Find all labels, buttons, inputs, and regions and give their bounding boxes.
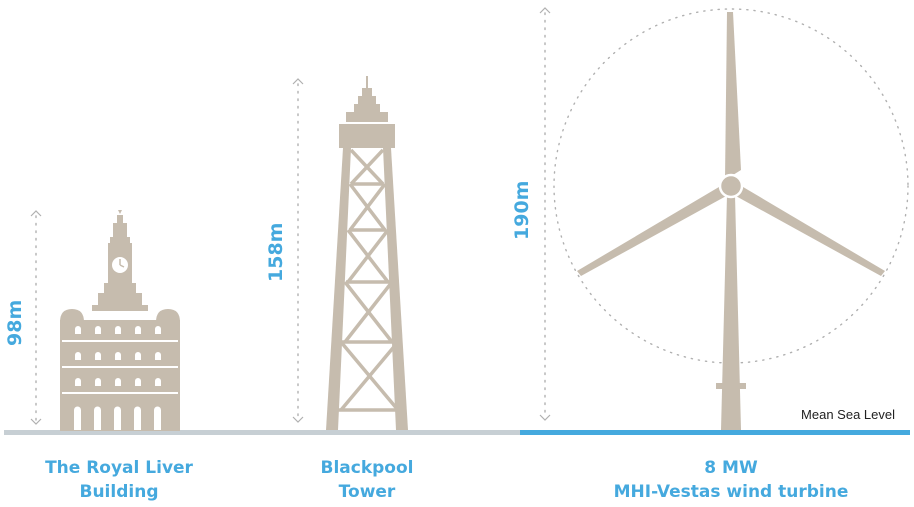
- label-line-2: Tower: [338, 482, 396, 502]
- label-line-1: The Royal Liver: [45, 458, 193, 478]
- sea-line: [520, 430, 910, 435]
- height-guide-liver: [30, 210, 42, 425]
- wind-turbine: 190m: [511, 7, 909, 430]
- blade-up: [725, 12, 741, 180]
- height-guide-turbine: [539, 7, 551, 421]
- label-line-2: Building: [79, 482, 159, 502]
- hub: [718, 173, 744, 199]
- label-line-1: 8 MW: [704, 458, 758, 478]
- height-label-tower: 158m: [265, 223, 287, 282]
- blade-right: [734, 184, 885, 276]
- height-guide-tower: [292, 78, 304, 423]
- label-wind-turbine: 8 MW MHI-Vestas wind turbine: [586, 456, 876, 504]
- ground-line: [4, 430, 520, 435]
- blade-left: [577, 184, 728, 276]
- label-royal-liver-building: The Royal Liver Building: [14, 456, 224, 504]
- label-line-2: MHI-Vestas wind turbine: [613, 482, 849, 502]
- label-blackpool-tower: Blackpool Tower: [277, 456, 457, 504]
- sea-level-label: Mean Sea Level: [801, 407, 895, 422]
- height-label-turbine: 190m: [511, 181, 533, 240]
- height-label-liver: 98m: [4, 300, 26, 346]
- rotor-sweep-circle: [553, 8, 909, 364]
- royal-liver-building: 98m: [4, 210, 180, 431]
- blackpool-tower: 158m: [265, 76, 408, 430]
- label-line-1: Blackpool: [320, 458, 414, 478]
